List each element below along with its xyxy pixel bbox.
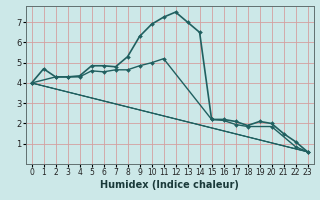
X-axis label: Humidex (Indice chaleur): Humidex (Indice chaleur) (100, 180, 239, 190)
